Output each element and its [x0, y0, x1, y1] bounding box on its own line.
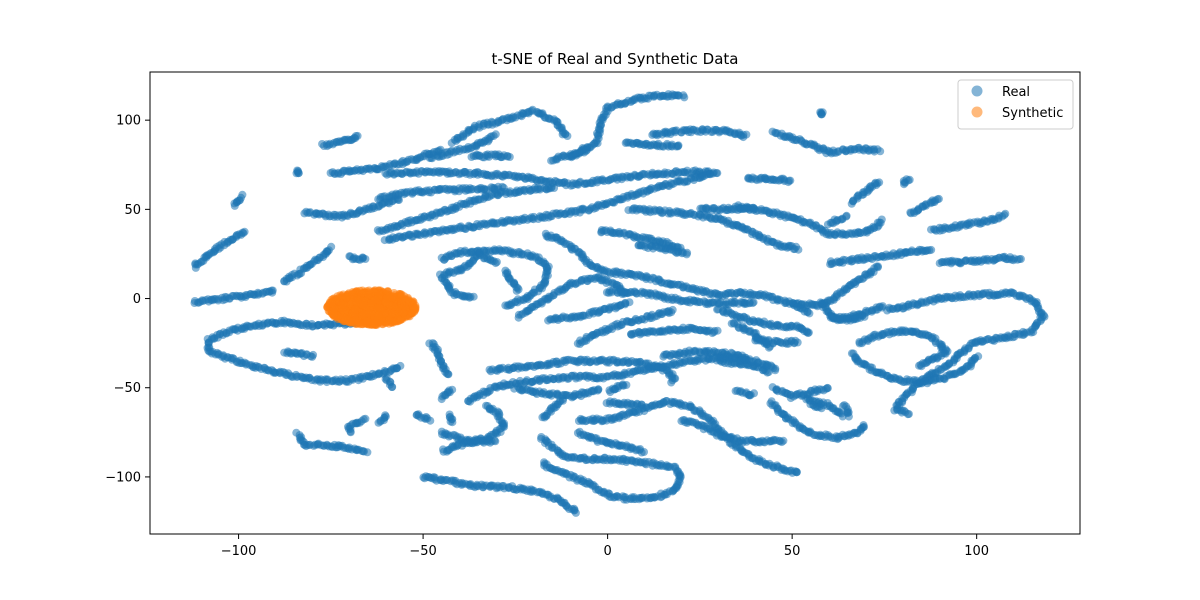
real-point [346, 427, 355, 436]
real-point [817, 110, 826, 119]
real-point [674, 141, 683, 150]
real-point [794, 245, 803, 254]
real-point [750, 389, 758, 398]
real-point [804, 328, 813, 337]
real-point [293, 166, 302, 175]
real-point [750, 205, 759, 214]
real-cluster [447, 105, 572, 147]
real-point [280, 348, 289, 357]
real-point [448, 385, 457, 394]
real-point [640, 448, 648, 456]
chart-title: t-SNE of Real and Synthetic Data [491, 50, 738, 68]
real-point [446, 417, 455, 426]
real-point [792, 467, 801, 476]
real-point [300, 440, 309, 449]
real-cluster [467, 150, 514, 162]
real-point [540, 458, 548, 467]
real-point [571, 508, 580, 517]
real-point [327, 242, 336, 251]
real-point [606, 388, 615, 397]
real-point [860, 312, 869, 321]
real-point [749, 298, 758, 307]
real-point [817, 404, 826, 413]
real-cluster [230, 190, 247, 210]
real-cluster [326, 145, 445, 178]
real-point [594, 385, 603, 394]
real-cluster [280, 242, 336, 286]
real-point [388, 383, 397, 391]
real-point [582, 145, 591, 154]
real-point [668, 305, 677, 314]
real-point [505, 153, 514, 161]
real-point [469, 292, 478, 301]
real-point [874, 262, 882, 271]
real-point [396, 361, 405, 370]
real-point [501, 301, 510, 310]
real-cluster [292, 166, 303, 178]
real-point [771, 366, 780, 375]
real-cluster [190, 286, 277, 307]
real-point [499, 183, 508, 192]
real-point [667, 378, 676, 387]
real-point [706, 170, 715, 179]
real-cluster [300, 194, 403, 222]
real-cluster [191, 227, 249, 272]
series-real [190, 90, 1049, 517]
real-point [374, 418, 383, 427]
real-point [238, 190, 247, 199]
real-cluster [380, 169, 715, 245]
real-point [625, 298, 634, 307]
real-point [361, 255, 370, 263]
real-point [713, 326, 722, 335]
real-point [680, 93, 689, 102]
real-point [904, 410, 913, 418]
real-point [563, 132, 572, 140]
real-point [859, 421, 868, 430]
real-cluster [425, 130, 500, 163]
real-point [353, 131, 362, 140]
real-point [538, 413, 547, 422]
real-point [876, 147, 885, 156]
real-point [682, 250, 691, 259]
real-point [742, 130, 751, 139]
real-point [779, 436, 788, 445]
real-point [915, 361, 923, 370]
real-point [793, 338, 802, 347]
real-point [877, 215, 886, 224]
real-point [444, 370, 453, 379]
real-point [439, 447, 448, 456]
real-cluster [345, 252, 370, 264]
real-cluster [381, 166, 722, 190]
real-cluster [318, 131, 362, 151]
points-layer [190, 90, 1049, 517]
real-point [637, 400, 646, 409]
real-point [491, 130, 500, 139]
real-point [426, 416, 435, 425]
real-point [786, 176, 795, 185]
real-point [363, 448, 372, 457]
real-cluster [373, 183, 559, 236]
real-point [512, 286, 521, 295]
real-point [713, 169, 722, 178]
real-point [268, 286, 277, 295]
real-cluster [374, 182, 508, 204]
real-point [239, 229, 248, 238]
real-point [823, 384, 832, 393]
real-point [805, 309, 814, 318]
